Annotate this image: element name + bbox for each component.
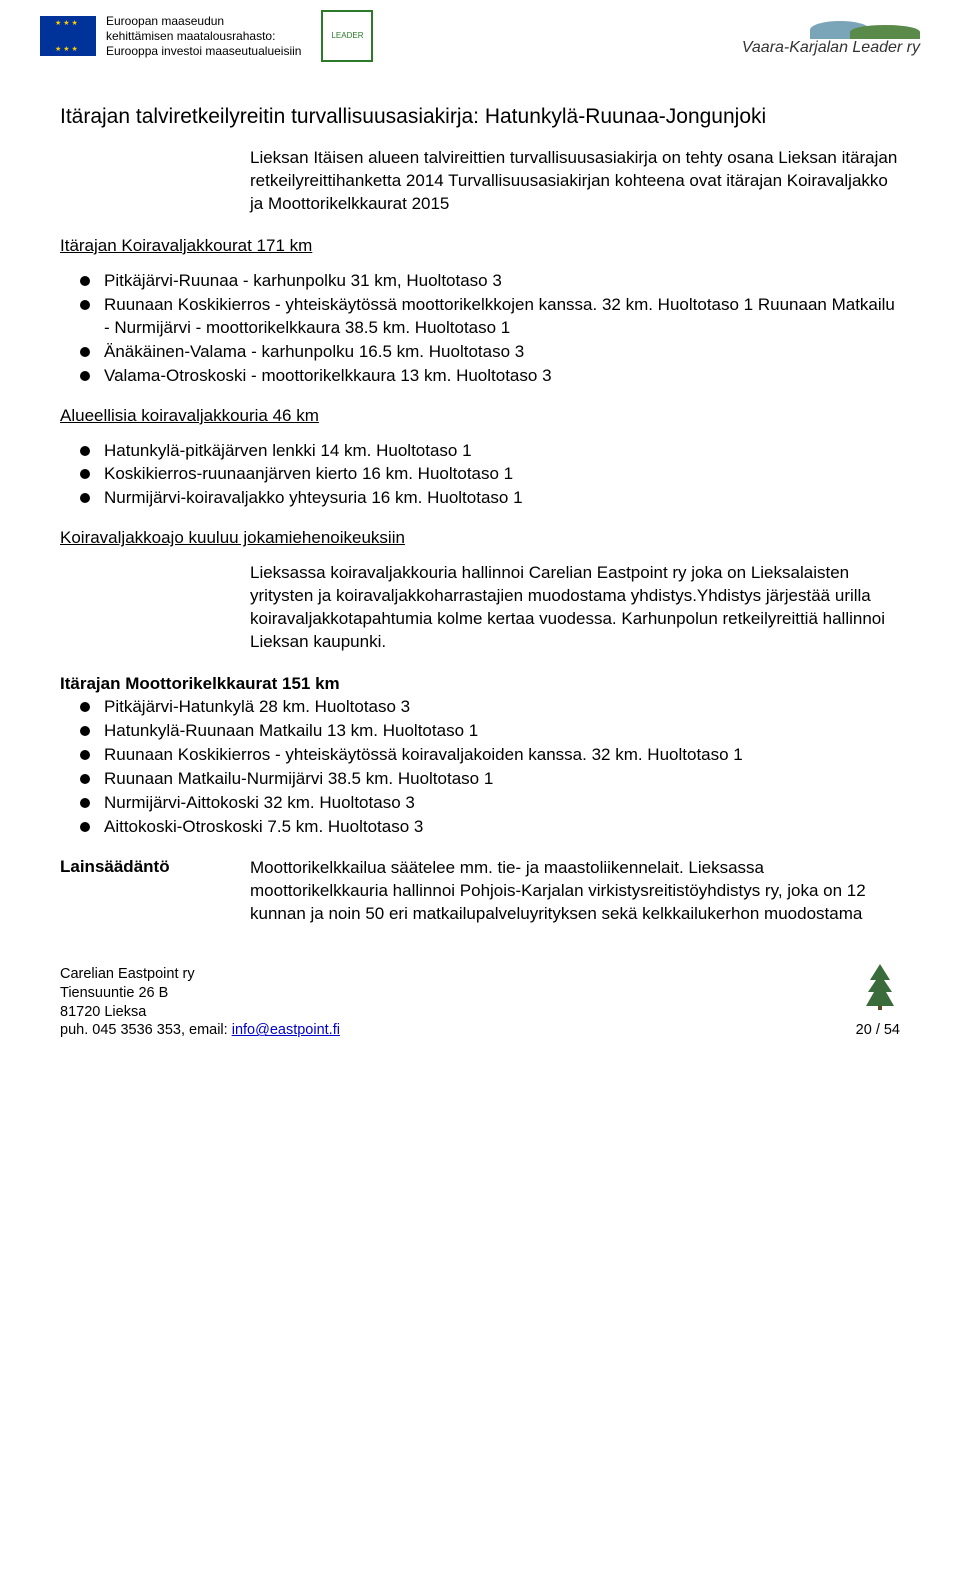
page-footer: Carelian Eastpoint ry Tiensuuntie 26 B 8… [60, 962, 900, 1041]
footer-phone-prefix: puh. 045 3536 353, email: [60, 1022, 232, 1038]
section-alueellisia: Alueellisia koiravaljakkouria 46 km [60, 406, 900, 426]
section-koiravaljakkourat: Itärajan Koiravaljakkourat 171 km [60, 236, 900, 256]
footer-right: 20 / 54 [856, 962, 900, 1041]
vaara-karjala-logo: Vaara-Karjalan Leader ry [742, 15, 920, 57]
list-item: Hatunkylä-Ruunaan Matkailu 13 km. Huolto… [78, 720, 900, 743]
header-band: Euroopan maaseudun kehittämisen maatalou… [0, 0, 960, 77]
leader-logo-icon: LEADER [321, 10, 373, 62]
eu-flag-icon [40, 16, 96, 56]
intro-paragraph: Lieksan Itäisen alueen talvireittien tur… [250, 147, 900, 216]
list-moottorikelkkaurat: Pitkäjärvi-Hatunkylä 28 km. Huoltotaso 3… [78, 696, 900, 839]
list-item: Ruunaan Koskikierros - yhteiskäytössä mo… [78, 294, 900, 340]
list-item: Nurmijärvi-koiravaljakko yhteysuria 16 k… [78, 487, 900, 510]
eu-logo-block: Euroopan maaseudun kehittämisen maatalou… [40, 14, 301, 59]
section3-body: Lieksassa koiravaljakkouria hallinnoi Ca… [250, 562, 900, 654]
tree-icon [860, 962, 900, 1016]
footer-addr2: 81720 Lieksa [60, 1003, 340, 1022]
list-item: Ruunaan Matkailu-Nurmijärvi 38.5 km. Huo… [78, 768, 900, 791]
leader-logo-text: LEADER [331, 32, 363, 40]
hills-icon [810, 15, 920, 39]
document-title: Itärajan talviretkeilyreitin turvallisuu… [60, 105, 900, 129]
eu-logo-text: Euroopan maaseudun kehittämisen maatalou… [106, 14, 301, 59]
lainsaadanto-body: Moottorikelkkailua säätelee mm. tie- ja … [250, 857, 900, 926]
lainsaadanto-label: Lainsäädäntö [60, 857, 250, 926]
footer-phone-line: puh. 045 3536 353, email: info@eastpoint… [60, 1021, 340, 1040]
list-alueellisia: Hatunkylä-pitkäjärven lenkki 14 km. Huol… [78, 440, 900, 511]
section-moottorikelkkaurat: Itärajan Moottorikelkkaurat 151 km [60, 674, 900, 694]
footer-email-link[interactable]: info@eastpoint.fi [232, 1022, 340, 1038]
page-number: 20 / 54 [856, 1021, 900, 1040]
eu-text-line1: Euroopan maaseudun [106, 14, 301, 29]
list-item: Valama-Otroskoski - moottorikelkkaura 13… [78, 365, 900, 388]
list-koiravaljakkourat: Pitkäjärvi-Ruunaa - karhunpolku 31 km, H… [78, 270, 900, 388]
eu-text-line2: kehittämisen maatalousrahasto: [106, 29, 301, 44]
lainsaadanto-row: Lainsäädäntö Moottorikelkkailua säätelee… [60, 857, 900, 926]
list-item: Pitkäjärvi-Ruunaa - karhunpolku 31 km, H… [78, 270, 900, 293]
list-item: Aittokoski-Otroskoski 7.5 km. Huoltotaso… [78, 816, 900, 839]
footer-contact: Carelian Eastpoint ry Tiensuuntie 26 B 8… [60, 965, 340, 1040]
list-item: Änäkäinen-Valama - karhunpolku 16.5 km. … [78, 341, 900, 364]
list-item: Ruunaan Koskikierros - yhteiskäytössä ko… [78, 744, 900, 767]
list-item: Pitkäjärvi-Hatunkylä 28 km. Huoltotaso 3 [78, 696, 900, 719]
footer-addr1: Tiensuuntie 26 B [60, 984, 340, 1003]
vaara-logo-text: Vaara-Karjalan Leader ry [742, 39, 920, 57]
list-item: Koskikierros-ruunaanjärven kierto 16 km.… [78, 463, 900, 486]
list-item: Nurmijärvi-Aittokoski 32 km. Huoltotaso … [78, 792, 900, 815]
eu-text-line3: Eurooppa investoi maaseutualueisiin [106, 44, 301, 59]
list-item: Hatunkylä-pitkäjärven lenkki 14 km. Huol… [78, 440, 900, 463]
section-jokamiehenoikeuksiin: Koiravaljakkoajo kuuluu jokamiehenoikeuk… [60, 528, 900, 548]
footer-org: Carelian Eastpoint ry [60, 965, 340, 984]
